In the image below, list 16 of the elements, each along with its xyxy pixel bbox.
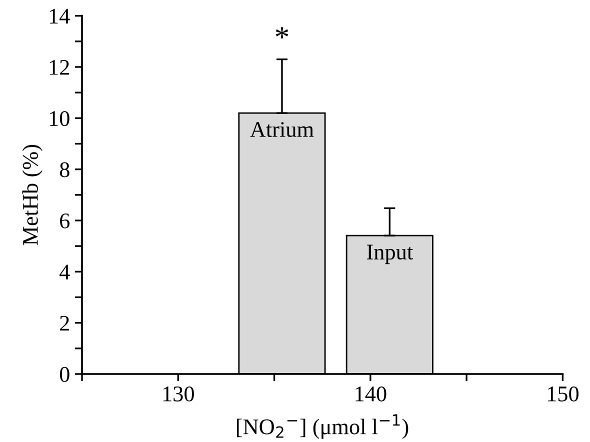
y-tick-label: 8 [60, 162, 70, 178]
y-tick-label: 6 [60, 213, 70, 228]
x-tick-label: 140 [356, 386, 386, 402]
annotation: Atrium [250, 122, 314, 137]
y-tick-label: 12 [50, 60, 69, 75]
x-tick-label: 130 [163, 386, 194, 402]
y-axis-title: MetHb (%) [22, 144, 42, 246]
y-tick-label: 4 [60, 264, 70, 280]
y-tick-label: 14 [50, 8, 70, 24]
y-tick-label: 2 [60, 316, 69, 331]
annotation: * [276, 27, 288, 38]
y-tick-label: 0 [60, 366, 70, 382]
x-tick-label: 150 [548, 386, 579, 402]
annotation: Input [366, 244, 413, 264]
y-tick-label: 10 [50, 111, 70, 126]
x-axis-title: [NO$_{2}$$^{−}$] (μmol l$^{−1}$) [237, 414, 408, 439]
